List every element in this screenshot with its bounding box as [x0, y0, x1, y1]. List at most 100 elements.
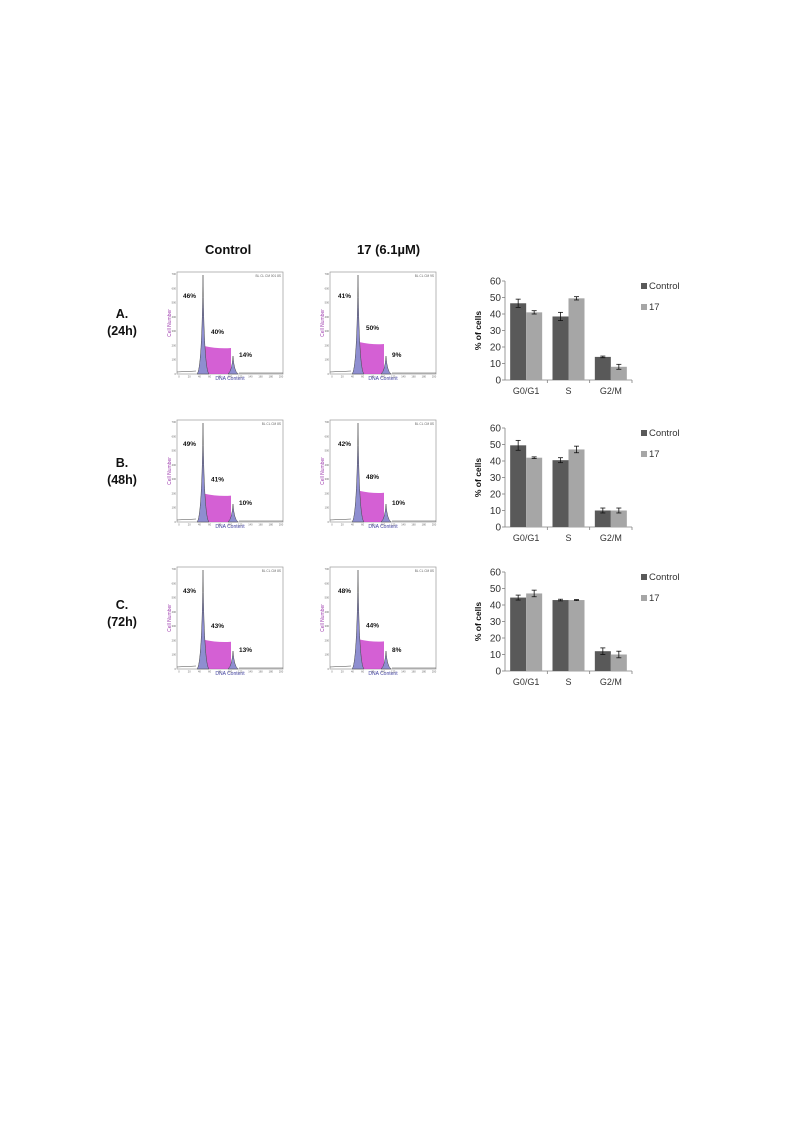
g2m-percent: 10% — [239, 500, 252, 507]
sphase-percent: 50% — [366, 325, 379, 332]
x-tick-label: 140 — [248, 670, 253, 674]
histogram-header: BL CL CM 8S — [262, 569, 281, 573]
y-tick-label: 20 — [490, 634, 502, 645]
y-tick-label: 0 — [328, 372, 330, 376]
x-tick-label: 120 — [391, 670, 396, 674]
x-tick-label: 120 — [238, 523, 243, 527]
histogram-trace — [176, 518, 283, 522]
histogram-header: BL CL CM 9S — [415, 274, 434, 278]
g0g1-peak — [196, 569, 210, 670]
y-tick-label: 50 — [490, 293, 502, 304]
y-tick-label: 0 — [175, 667, 177, 671]
y-tick-label: 10 — [490, 506, 502, 517]
g2m-peak — [227, 650, 239, 670]
y-tick-label: 300 — [325, 477, 330, 481]
bar-treated-g0g1 — [526, 593, 543, 671]
x-tick-label: 180 — [269, 670, 274, 674]
s-phase-fill — [359, 342, 384, 374]
x-axis-label: DNA Content — [368, 524, 398, 529]
x-category-label: G2/M — [600, 533, 622, 543]
y-tick-label: 500 — [172, 596, 177, 600]
bar-control-g0g1 — [510, 445, 527, 527]
y-tick-label: 500 — [172, 449, 177, 453]
sphase-percent: 43% — [211, 623, 224, 630]
bar-control-s — [552, 460, 569, 527]
y-tick-label: 40 — [490, 601, 502, 612]
y-tick-label: 0 — [495, 667, 501, 678]
x-tick-label: 40 — [198, 670, 201, 674]
histogram-header: BL CL CM 8S — [415, 422, 434, 426]
x-category-label: S — [565, 386, 571, 396]
x-axis-label: DNA Content — [368, 376, 398, 381]
y-tick-label: 0 — [328, 520, 330, 524]
g0g1-peak — [351, 274, 365, 375]
x-axis-label: DNA Content — [215, 376, 245, 381]
sphase-percent: 40% — [211, 329, 224, 336]
y-tick-label: 400 — [325, 315, 330, 319]
bar-chart-24h: 0 10 20 30 40 50 60 % of cells G0/G1 S G2/M Control… — [473, 277, 680, 397]
x-tick-label: 20 — [188, 670, 191, 674]
y-tick-label: 10 — [490, 359, 502, 370]
y-tick-label: 200 — [325, 491, 330, 495]
y-tick-label: 200 — [172, 491, 177, 495]
x-category-label: G0/G1 — [513, 677, 540, 687]
x-tick-label: 140 — [401, 670, 406, 674]
x-tick-label: 20 — [341, 523, 344, 527]
y-tick-label: 30 — [490, 326, 502, 337]
bar-control-s — [552, 316, 569, 380]
x-tick-label: 100 — [228, 375, 233, 379]
x-axis-label: DNA Content — [368, 671, 398, 676]
y-tick-label: 100 — [325, 506, 330, 510]
x-tick-label: 140 — [401, 523, 406, 527]
bar-control-g2m — [594, 510, 611, 527]
x-category-label: S — [565, 677, 571, 687]
bar-treated-g0g1 — [526, 457, 543, 527]
x-category-label: G0/G1 — [513, 386, 540, 396]
sphase-percent: 41% — [211, 477, 224, 484]
y-tick-label: 100 — [172, 506, 177, 510]
legend-label-treated: 17 — [649, 302, 660, 313]
legend-label-control: Control — [649, 572, 680, 583]
bar-treated-g2m — [610, 366, 627, 380]
x-tick-label: 0 — [178, 670, 180, 674]
y-tick-label: 200 — [172, 638, 177, 642]
x-tick-label: 180 — [422, 375, 427, 379]
y-tick-label: 700 — [325, 272, 330, 276]
x-tick-label: 100 — [381, 670, 386, 674]
x-tick-label: 120 — [391, 523, 396, 527]
y-tick-label: 500 — [325, 301, 330, 305]
y-tick-label: 40 — [490, 457, 502, 468]
row-letter: A. — [115, 307, 129, 321]
y-axis-label: % of cells — [473, 458, 483, 497]
y-tick-label: 700 — [172, 567, 177, 571]
g2m-peak — [380, 650, 392, 670]
row-letter: B. — [115, 456, 129, 470]
legend-swatch-treated — [641, 304, 647, 310]
bar-treated-g2m — [610, 654, 627, 671]
x-tick-label: 60 — [208, 375, 211, 379]
g0g1-peak — [351, 569, 365, 670]
x-tick-label: 120 — [238, 375, 243, 379]
x-category-label: G0/G1 — [513, 533, 540, 543]
x-tick-label: 160 — [258, 670, 263, 674]
x-tick-label: 180 — [422, 523, 427, 527]
x-tick-label: 80 — [218, 523, 221, 527]
x-tick-label: 0 — [331, 523, 333, 527]
x-tick-label: 80 — [371, 523, 374, 527]
x-tick-label: 60 — [361, 670, 364, 674]
y-tick-label: 600 — [172, 286, 177, 290]
x-tick-label: 160 — [258, 523, 263, 527]
y-tick-label: 50 — [490, 584, 502, 595]
g0g1-percent: 41% — [338, 293, 351, 300]
g0g1-percent: 46% — [183, 293, 196, 300]
x-tick-label: 20 — [188, 375, 191, 379]
x-tick-label: 60 — [361, 375, 364, 379]
s-phase-fill — [359, 490, 384, 522]
y-tick-label: 60 — [490, 424, 502, 435]
legend-swatch-treated — [641, 451, 647, 457]
x-tick-label: 160 — [411, 670, 416, 674]
x-tick-label: 160 — [411, 375, 416, 379]
histogram-trace — [329, 370, 436, 374]
x-tick-label: 200 — [279, 670, 284, 674]
